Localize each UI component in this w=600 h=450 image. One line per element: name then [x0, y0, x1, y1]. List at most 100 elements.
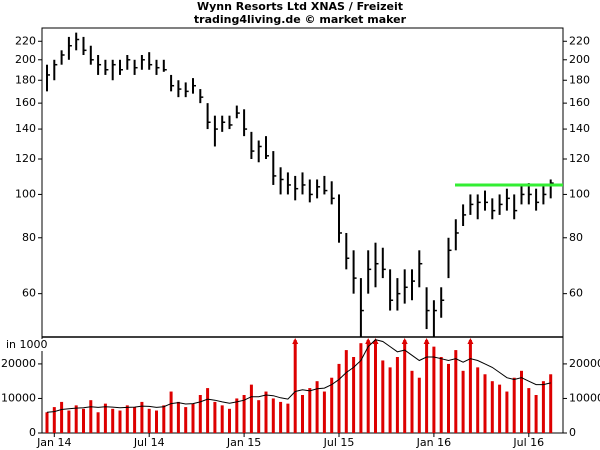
volume-bar — [293, 340, 297, 433]
volume-bar — [374, 340, 377, 433]
volume-bar — [352, 357, 356, 433]
volume-bar — [512, 377, 516, 433]
y-tick-label: 220 — [15, 34, 36, 47]
volume-bar — [162, 405, 166, 433]
y-tick-label: 20000 — [1, 357, 36, 370]
volume-bar — [257, 400, 261, 433]
y2-tick-label: 80 — [569, 231, 583, 244]
volume-bar — [425, 340, 429, 433]
overflow-arrow — [423, 338, 430, 344]
chart-subtitle: trading4living.de © market maker — [194, 13, 407, 26]
volume-bar — [271, 398, 275, 433]
y-tick-label: 200 — [15, 53, 36, 66]
volume-bar — [541, 381, 545, 433]
volume-bar — [103, 403, 107, 433]
volume-bar — [264, 391, 268, 433]
volume-bar — [388, 367, 392, 433]
volume-bar — [337, 363, 341, 433]
volume-bar — [366, 340, 370, 433]
volume-bar — [67, 410, 71, 433]
volume-bar — [111, 408, 115, 433]
volume-bar — [301, 395, 304, 433]
y-tick-label: 80 — [22, 231, 36, 244]
volume-bar — [344, 350, 348, 433]
volume-bar — [191, 403, 195, 433]
volume-bar — [395, 357, 399, 433]
volume-bar — [82, 408, 85, 433]
volume-bar — [74, 405, 78, 433]
volume-bar — [527, 388, 531, 433]
volume-bar — [176, 401, 180, 433]
volume-bar — [461, 370, 465, 433]
volume-bar — [308, 388, 312, 433]
volume-bar — [403, 340, 407, 433]
volume-bar — [52, 407, 56, 433]
volume-bar — [60, 401, 64, 433]
volume-bar — [213, 401, 217, 433]
volume-bar — [235, 398, 239, 433]
plot-frame — [41, 27, 564, 434]
volume-bar — [155, 410, 158, 433]
volume-bar — [169, 391, 173, 433]
y2-tick-label: 140 — [569, 122, 590, 135]
volume-bar — [498, 384, 502, 433]
y-tick-label: 10000 — [1, 391, 36, 404]
x-tick-label: Jul 15 — [323, 436, 355, 449]
x-tick-label: Jul 16 — [512, 436, 544, 449]
volume-bar — [322, 391, 326, 433]
volume-bar — [279, 401, 283, 433]
y2-tick-label: 180 — [569, 73, 590, 86]
volume-bar — [198, 395, 202, 433]
volume-unit-label: in 1000 — [6, 338, 48, 351]
volume-bar — [249, 384, 253, 433]
y-tick-label: 140 — [15, 122, 36, 135]
volume-bar — [286, 403, 290, 433]
volume-bar — [147, 408, 151, 433]
volume-bar — [468, 340, 472, 433]
volume-bar — [549, 374, 553, 433]
y2-tick-label: 160 — [569, 96, 590, 109]
chart-title: Wynn Resorts Ltd XNAS / Freizeit — [197, 0, 403, 13]
volume-average — [46, 339, 551, 413]
volume-bar — [140, 401, 144, 433]
x-tick-label: Jan 16 — [416, 436, 451, 449]
volume-bar — [133, 407, 137, 433]
overflow-arrow — [292, 338, 299, 344]
y2-tick-label: 120 — [569, 152, 590, 165]
y2-tick-label: 20000 — [569, 357, 600, 370]
volume-bar — [447, 363, 450, 433]
volume-bar — [410, 370, 414, 433]
overflow-arrow — [401, 338, 408, 344]
y-tick-label: 60 — [22, 287, 36, 300]
overflow-arrow — [372, 338, 379, 344]
overflow-arrow — [467, 338, 474, 344]
volume-bar — [505, 391, 509, 433]
volume-bar — [45, 412, 49, 433]
volume-bar — [381, 360, 385, 433]
volume-bar — [439, 357, 443, 433]
y-tick-label: 160 — [15, 96, 36, 109]
volume-bar — [220, 405, 224, 433]
y2-tick-label: 100 — [569, 187, 590, 200]
y-tick-label: 0 — [29, 426, 36, 439]
y2-tick-label: 0 — [569, 426, 576, 439]
volume-bar — [520, 370, 523, 433]
y2-tick-label: 10000 — [569, 391, 600, 404]
volume-bar — [315, 381, 319, 433]
volume-bar — [89, 400, 93, 433]
y-tick-label: 100 — [15, 187, 36, 200]
volume-bar — [359, 343, 363, 433]
volume-bar — [118, 410, 122, 433]
volume-bar — [125, 405, 129, 433]
volume-bar — [490, 381, 494, 433]
y2-tick-label: 220 — [569, 34, 590, 47]
volume-bar — [206, 388, 210, 433]
x-tick-label: Jan 15 — [226, 436, 261, 449]
x-tick-label: Jul 14 — [133, 436, 165, 449]
y2-tick-label: 200 — [569, 53, 590, 66]
volume-bar — [184, 407, 188, 433]
y-tick-label: 180 — [15, 73, 36, 86]
volume-bar — [242, 395, 246, 433]
volume-bar — [432, 346, 436, 433]
